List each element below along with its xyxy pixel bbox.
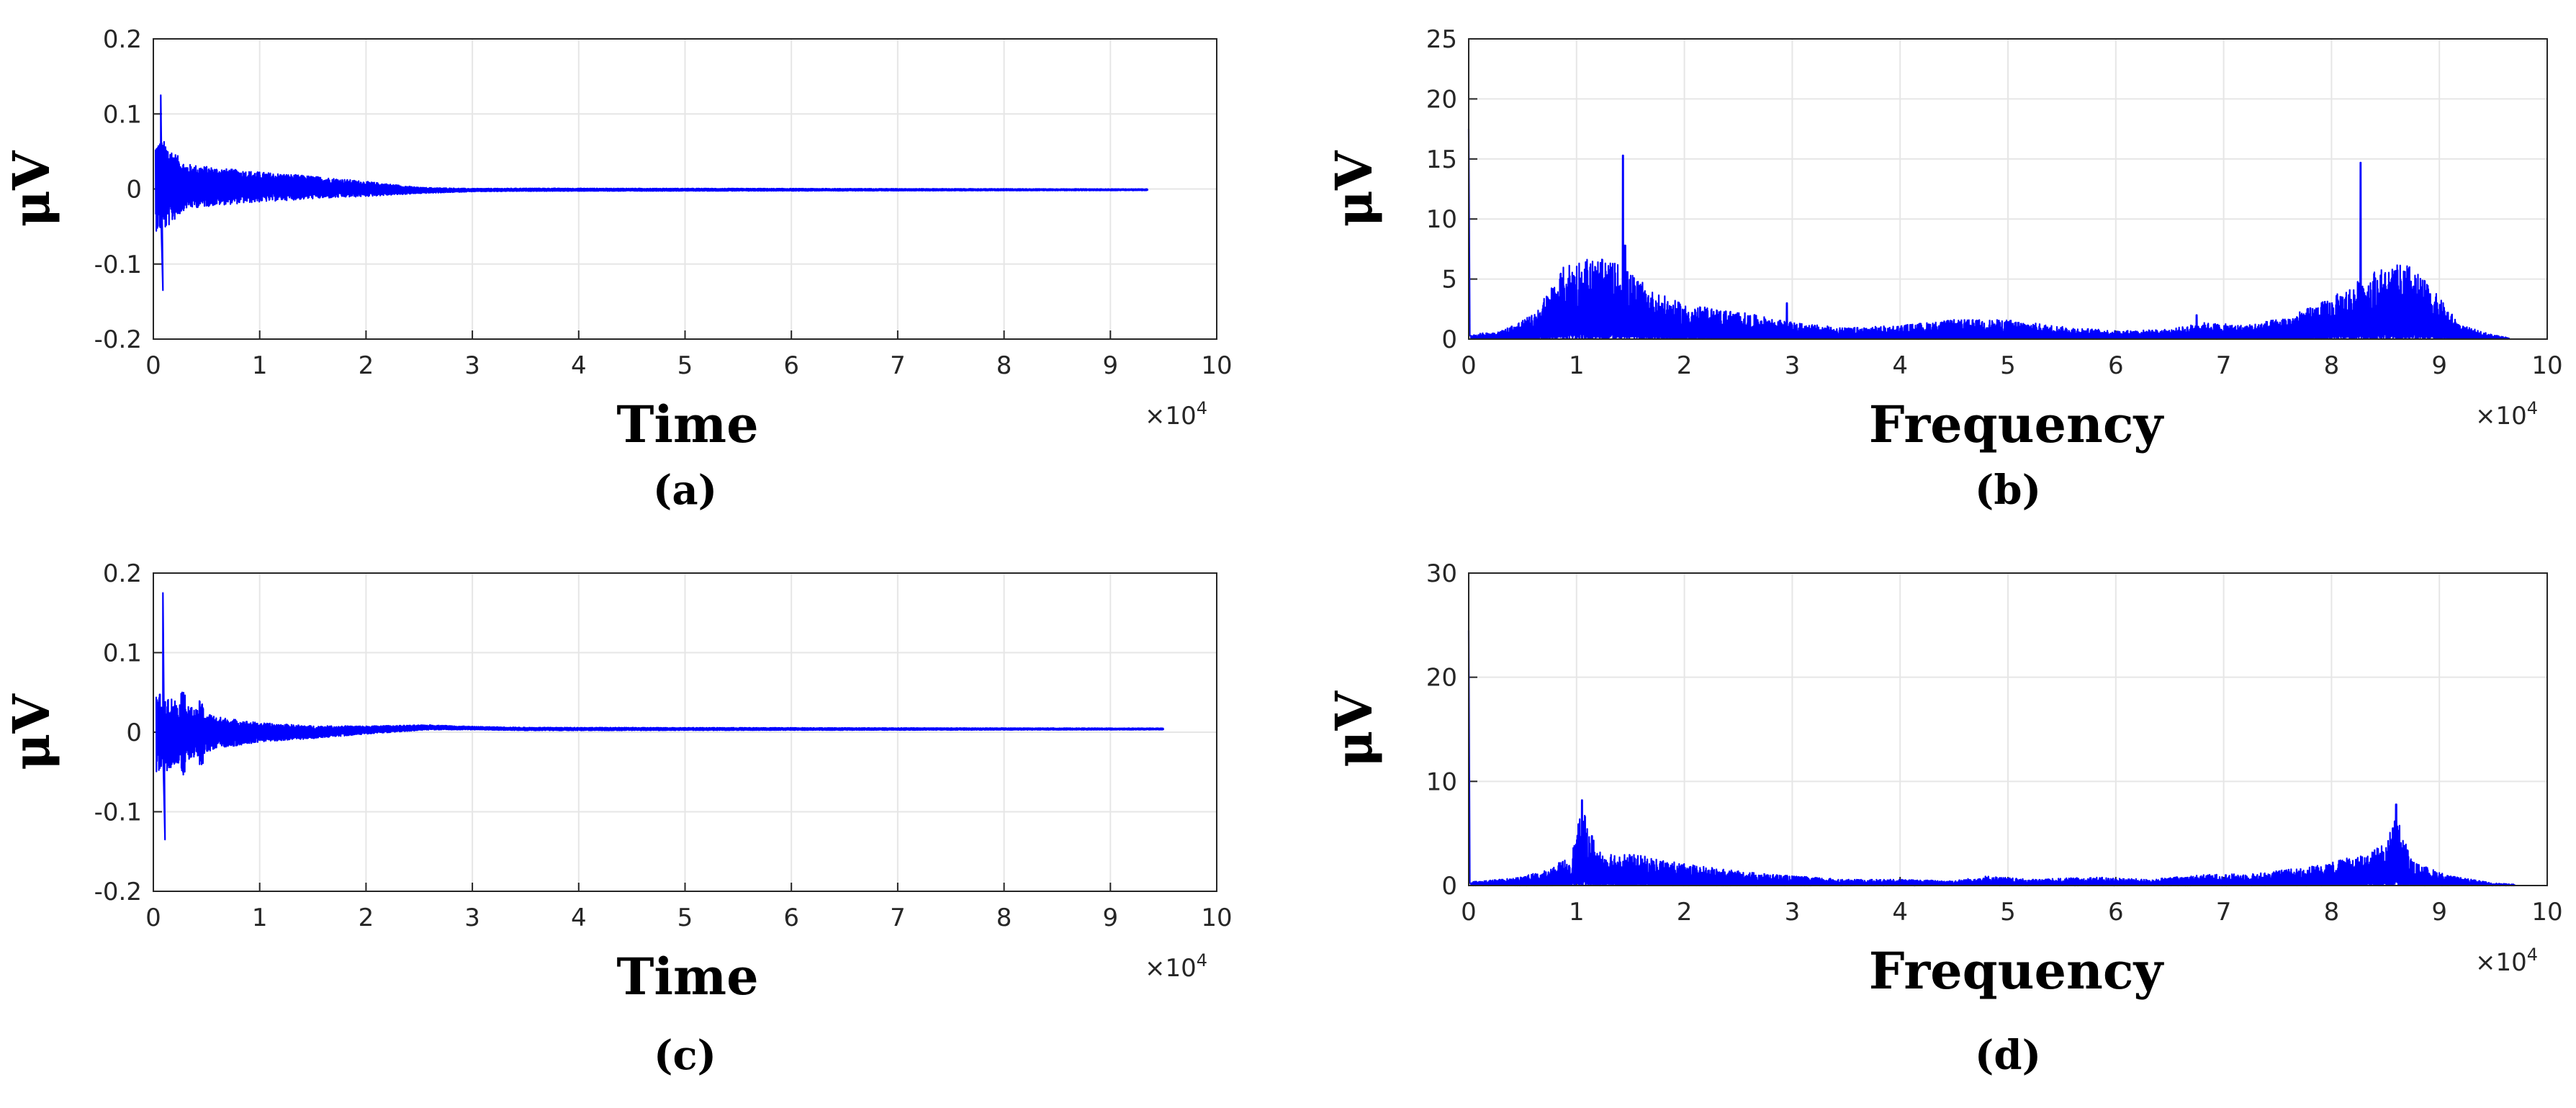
x-tick-label: 7 [890, 351, 906, 380]
y-tick-label: 0 [126, 176, 142, 204]
y-tick-label: 0 [1441, 872, 1457, 901]
axes-box [1468, 38, 2548, 340]
x-tick-label: 9 [2431, 351, 2447, 380]
y-tick-label: -0.1 [94, 251, 142, 279]
y-tick-label: 5 [1441, 266, 1457, 294]
x-tick-label: 1 [1569, 898, 1585, 927]
x-tick-label: 10 [2531, 898, 2562, 927]
x-tick-label: 10 [1201, 904, 1232, 932]
panel-label: (b) [1975, 467, 2041, 514]
x-tick-label: 2 [1677, 351, 1693, 380]
y-tick-label: 15 [1426, 145, 1457, 174]
y-tick-label: 0.1 [103, 100, 142, 129]
y-tick-label: 0.1 [103, 639, 142, 668]
panel-label: (c) [654, 1032, 716, 1079]
y-tick-label: 0 [126, 719, 142, 747]
x-tick-label: 1 [1569, 351, 1585, 380]
y-tick-label: 10 [1426, 205, 1457, 234]
x-axis-label: Time [616, 947, 758, 1006]
x-tick-label: 3 [464, 351, 480, 380]
x-tick-label: 6 [783, 351, 799, 380]
y-axis-label: μV [1, 693, 61, 770]
x-exponent-base: ×10 [2475, 402, 2527, 431]
x-tick-label: 4 [1892, 898, 1908, 927]
x-tick-label: 0 [1461, 898, 1477, 927]
x-tick-label: 8 [996, 904, 1012, 932]
y-tick-label: -0.1 [94, 798, 142, 827]
x-tick-label: 5 [2000, 351, 2016, 380]
x-tick-label: 10 [2531, 351, 2562, 380]
x-tick-label: 7 [2216, 351, 2232, 380]
y-tick-label: 0 [1441, 325, 1457, 354]
x-tick-label: 3 [464, 904, 480, 932]
x-tick-label: 4 [571, 904, 587, 932]
y-tick-label: -0.2 [94, 325, 142, 354]
x-exponent-base: ×10 [1145, 402, 1197, 431]
x-tick-label: 8 [2324, 898, 2340, 927]
x-tick-label: 4 [1892, 351, 1908, 380]
axes-box [153, 38, 1217, 340]
x-tick-label: 5 [2000, 898, 2016, 927]
x-tick-label: 6 [2108, 351, 2124, 380]
x-tick-label: 0 [145, 904, 161, 932]
y-tick-label: 20 [1426, 85, 1457, 114]
x-tick-label: 3 [1785, 351, 1801, 380]
x-exponent-label: ×104 [1145, 398, 1207, 431]
x-tick-label: 7 [890, 904, 906, 932]
x-exponent-base: ×10 [1145, 954, 1197, 983]
x-tick-label: 6 [783, 904, 799, 932]
x-tick-label: 0 [1461, 351, 1477, 380]
x-exponent-power: 4 [1197, 398, 1207, 418]
x-exponent-base: ×10 [2475, 948, 2527, 977]
y-axis-label: μV [1324, 690, 1384, 767]
x-tick-label: 7 [2216, 898, 2232, 927]
x-tick-label: 2 [359, 904, 374, 932]
y-tick-label: 0.2 [103, 559, 142, 588]
x-exponent-label: ×104 [2475, 945, 2538, 977]
x-exponent-label: ×104 [2475, 398, 2538, 431]
x-tick-label: 2 [1677, 898, 1693, 927]
x-tick-label: 5 [677, 904, 693, 932]
axes-box [153, 572, 1217, 892]
y-tick-label: -0.2 [94, 878, 142, 906]
y-axis-label: μV [1324, 150, 1384, 227]
x-axis-label: Frequency [1869, 941, 2165, 1001]
x-tick-label: 8 [2324, 351, 2340, 380]
x-tick-label: 5 [677, 351, 693, 380]
x-tick-label: 0 [145, 351, 161, 380]
x-tick-label: 4 [571, 351, 587, 380]
x-axis-label: Frequency [1869, 395, 2165, 454]
x-axis-label: Time [616, 395, 758, 454]
x-tick-label: 9 [1102, 351, 1118, 380]
axes-box [1468, 572, 2548, 886]
signal-series [155, 94, 1149, 292]
y-tick-label: 10 [1426, 767, 1457, 796]
signal-series [155, 592, 1165, 841]
x-tick-label: 10 [1201, 351, 1232, 380]
x-tick-label: 9 [1102, 904, 1118, 932]
y-tick-label: 30 [1426, 559, 1457, 588]
x-exponent-power: 4 [1197, 950, 1207, 970]
y-tick-label: 20 [1426, 664, 1457, 693]
x-tick-label: 6 [2108, 898, 2124, 927]
y-tick-label: 25 [1426, 25, 1457, 54]
x-tick-label: 2 [359, 351, 374, 380]
x-tick-label: 9 [2431, 898, 2447, 927]
x-tick-label: 8 [996, 351, 1012, 380]
x-exponent-power: 4 [2527, 398, 2538, 418]
panel-label: (a) [653, 467, 717, 514]
x-tick-label: 1 [252, 351, 268, 380]
y-tick-label: 0.2 [103, 25, 142, 54]
x-exponent-label: ×104 [1145, 950, 1207, 983]
x-tick-label: 3 [1785, 898, 1801, 927]
panel-label: (d) [1975, 1032, 2041, 1079]
x-exponent-power: 4 [2527, 945, 2538, 965]
x-tick-label: 1 [252, 904, 268, 932]
y-axis-label: μV [1, 150, 61, 227]
